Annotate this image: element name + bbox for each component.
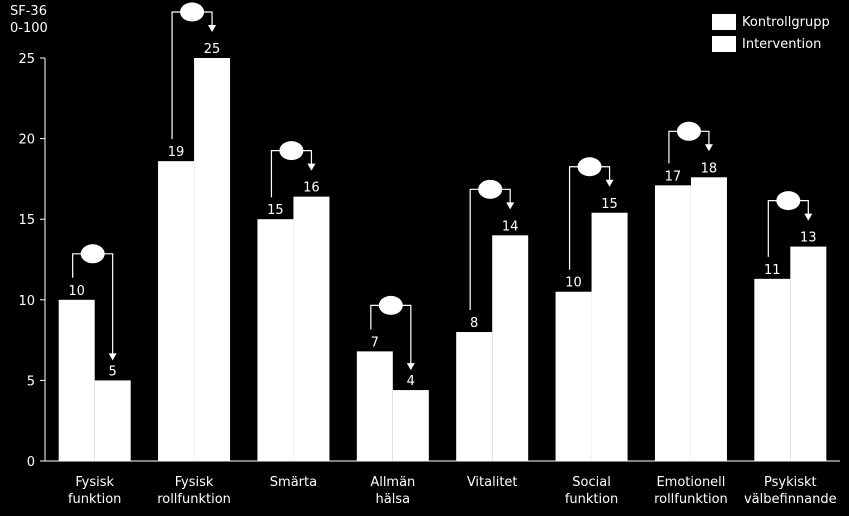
y-tick-label: 5 (27, 374, 35, 389)
x-category-label: funktion (565, 492, 619, 507)
x-category-label: Fysisk (175, 475, 214, 490)
data-label-kontrollgrupp: 11 (764, 263, 781, 278)
data-label-kontrollgrupp: 19 (168, 145, 185, 160)
change-arrow-head (307, 163, 316, 171)
x-category-label: Smärta (270, 475, 317, 490)
legend-item-intervention: Intervention (712, 34, 830, 54)
change-marker-circle (80, 244, 105, 264)
bar-kontrollgrupp (555, 291, 592, 461)
data-label-intervention: 15 (601, 197, 618, 212)
x-category-label: Vitalitet (467, 475, 518, 490)
y-tick-label: 10 (18, 294, 35, 309)
x-category-label: Social (572, 475, 611, 490)
legend-swatch-kontrollgrupp (712, 14, 736, 30)
bar-kontrollgrupp (158, 161, 195, 461)
change-marker-circle (676, 121, 701, 141)
data-label-intervention: 25 (204, 42, 221, 57)
change-arrow-head (506, 202, 515, 210)
bar-intervention (492, 235, 529, 461)
change-arrow-head (208, 25, 217, 32)
legend: Kontrollgrupp Intervention (712, 12, 830, 56)
data-label-intervention: 5 (109, 364, 117, 379)
bar-intervention (293, 196, 330, 461)
change-marker-circle (478, 179, 503, 199)
data-label-kontrollgrupp: 17 (665, 169, 682, 184)
x-category-label: funktion (68, 492, 122, 507)
legend-label-kontrollgrupp: Kontrollgrupp (742, 14, 830, 30)
data-label-kontrollgrupp: 15 (267, 203, 284, 218)
y-tick-label: 0 (27, 455, 35, 470)
change-arrow-head (605, 179, 614, 187)
legend-label-intervention: Intervention (742, 36, 822, 52)
bar-kontrollgrupp (257, 219, 294, 461)
y-tick-label: 25 (18, 52, 35, 67)
data-label-kontrollgrupp: 8 (470, 316, 478, 331)
legend-swatch-intervention (712, 36, 736, 52)
data-label-intervention: 18 (701, 161, 718, 176)
bar-kontrollgrupp (58, 299, 95, 461)
change-arrow-head (704, 144, 713, 152)
x-category-label: Psykiskt (764, 475, 817, 490)
change-marker-circle (577, 157, 602, 177)
change-arrow-head (108, 353, 117, 361)
data-label-intervention: 4 (407, 374, 415, 389)
change-marker-circle (776, 191, 801, 211)
data-label-kontrollgrupp: 10 (68, 284, 85, 299)
bar-intervention (94, 380, 131, 461)
change-arrow-head (406, 363, 415, 371)
y-axis-label-line-2: 0-100 (10, 21, 48, 36)
bar-kontrollgrupp (456, 332, 493, 461)
data-label-intervention: 14 (502, 219, 519, 234)
data-label-kontrollgrupp: 7 (371, 335, 379, 350)
change-marker-circle (378, 295, 403, 315)
y-tick-label: 15 (18, 213, 35, 228)
data-label-kontrollgrupp: 10 (565, 276, 582, 291)
change-marker-circle (180, 2, 205, 22)
y-axis-label-line-1: SF-36 (10, 4, 47, 19)
change-marker-circle (279, 141, 304, 161)
x-category-label: Allmän (370, 475, 415, 490)
bar-intervention (591, 212, 628, 461)
bar-intervention (690, 177, 727, 461)
data-label-intervention: 16 (303, 181, 320, 196)
x-category-label: välbefinnande (744, 492, 837, 507)
bar-kontrollgrupp (754, 278, 791, 461)
bar-kontrollgrupp (654, 185, 691, 461)
legend-item-kontrollgrupp: Kontrollgrupp (712, 12, 830, 32)
x-category-label: rollfunktion (157, 492, 231, 507)
x-category-label: Emotionell (656, 475, 725, 490)
bar-intervention (790, 246, 827, 461)
bar-intervention (392, 390, 429, 461)
y-tick-label: 20 (18, 133, 35, 148)
x-category-label: Fysisk (75, 475, 114, 490)
bar-kontrollgrupp (356, 351, 393, 461)
change-arrow-head (804, 213, 813, 221)
x-category-label: rollfunktion (654, 492, 728, 507)
data-label-intervention: 13 (800, 231, 817, 246)
x-category-label: hälsa (376, 492, 411, 507)
bar-intervention (194, 58, 231, 461)
